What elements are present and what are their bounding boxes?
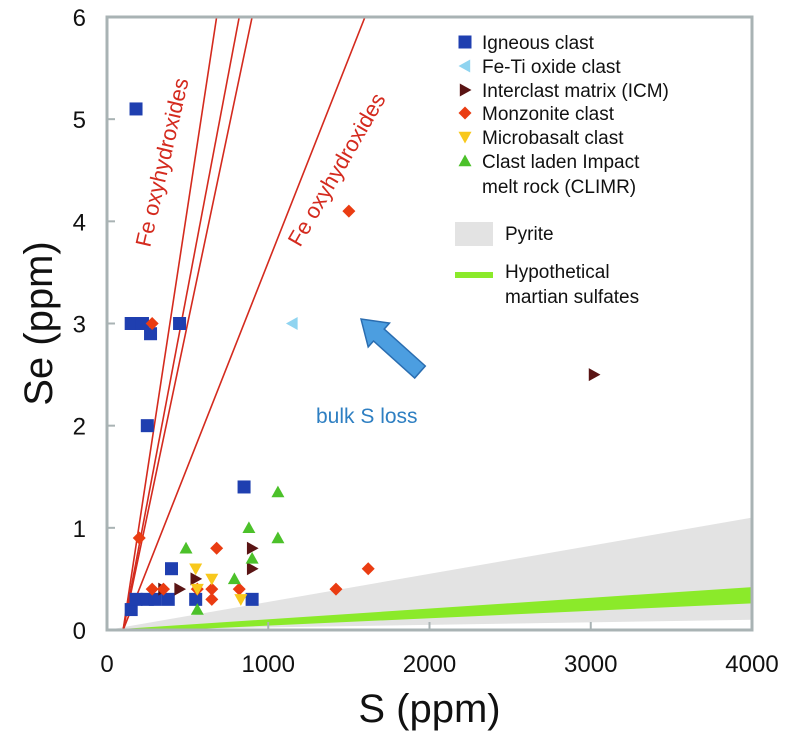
legend-swatch-sulfates xyxy=(455,272,493,278)
data-point xyxy=(124,603,138,617)
data-point xyxy=(148,592,162,606)
data-point xyxy=(129,102,143,116)
legend-label: Interclast matrix (ICM) xyxy=(482,81,669,102)
data-point xyxy=(165,562,178,576)
legend-label: Monzonite clast xyxy=(482,104,615,125)
data-point xyxy=(246,541,259,555)
legend-marker xyxy=(458,35,472,49)
data-point xyxy=(271,485,285,498)
bulk-s-loss-label: bulk S loss xyxy=(316,405,418,428)
legend-marker xyxy=(459,83,472,97)
y-tick-label: 1 xyxy=(73,516,86,543)
fields-layer xyxy=(107,517,752,630)
data-point xyxy=(190,572,203,586)
fe-oxyhydroxide-lines xyxy=(122,17,366,630)
data-point xyxy=(145,582,159,596)
data-point xyxy=(237,480,251,494)
data-point xyxy=(227,572,241,585)
bulk-s-loss-arrow xyxy=(359,318,427,380)
data-point xyxy=(190,583,204,596)
y-tick-label: 6 xyxy=(73,5,86,32)
fe-oxyhydroxides-label-left: Fe oxyhydroxides xyxy=(131,75,194,249)
data-point xyxy=(285,317,298,330)
data-point xyxy=(234,594,248,606)
data-point xyxy=(245,551,259,564)
data-point xyxy=(145,317,159,330)
legend-marker xyxy=(458,59,471,73)
data-point xyxy=(173,317,187,330)
data-point xyxy=(156,582,170,596)
legend-marker xyxy=(458,131,472,144)
data-point xyxy=(129,592,143,606)
fe-oxyhydroxide-line-1 xyxy=(122,17,218,630)
data-point xyxy=(135,317,149,330)
data-point xyxy=(161,592,175,606)
data-point xyxy=(205,592,219,606)
axis-ticks: 0 1000 2000 3000 4000 0 1 2 3 4 5 6 xyxy=(73,5,779,678)
x-tick-label: 4000 xyxy=(725,651,778,678)
y-tick-label: 4 xyxy=(73,209,86,236)
legend-label: Igneous clast xyxy=(482,33,595,54)
legend-swatch-pyrite xyxy=(455,222,493,246)
data-point xyxy=(144,327,158,341)
data-point xyxy=(588,368,601,382)
x-tick-label: 0 xyxy=(100,651,113,678)
martian-sulfates-band xyxy=(107,587,752,630)
y-tick-label: 3 xyxy=(73,312,86,339)
data-point xyxy=(342,204,356,218)
data-point xyxy=(271,531,285,544)
legend-label: melt rock (CLIMR) xyxy=(482,177,636,198)
annotations-layer: Fe oxyhydroxides Fe oxyhydroxides bulk S… xyxy=(131,75,427,428)
legend-label: Microbasalt clast xyxy=(482,128,624,149)
y-axis-title: Se (ppm) xyxy=(17,241,61,406)
legend-label: Clast laden Impact xyxy=(482,152,640,173)
y-tick-label: 5 xyxy=(73,107,86,134)
data-point xyxy=(242,521,256,534)
x-axis-title: S (ppm) xyxy=(358,687,500,731)
data-point xyxy=(124,317,138,330)
data-point xyxy=(205,582,219,596)
data-point xyxy=(361,562,375,576)
data-points-layer xyxy=(124,102,601,617)
legend-label: Hypothetical xyxy=(505,262,610,283)
fe-oxyhydroxides-label-right: Fe oxyhydroxides xyxy=(283,89,391,251)
legend: Igneous clast Fe-Ti oxide clast Interclast… xyxy=(455,33,669,308)
x-tick-label: 3000 xyxy=(564,651,617,678)
fe-oxyhydroxide-line-4 xyxy=(122,17,366,630)
data-point xyxy=(232,582,246,596)
legend-label: Fe-Ti oxide clast xyxy=(482,57,621,78)
data-point xyxy=(140,419,154,433)
legend-marker xyxy=(458,106,472,120)
data-point xyxy=(190,603,204,615)
legend-label: martian sulfates xyxy=(505,287,639,308)
data-point xyxy=(174,582,187,596)
x-tick-label: 1000 xyxy=(242,651,295,678)
data-point xyxy=(179,541,193,554)
x-tick-label: 2000 xyxy=(403,651,456,678)
data-point xyxy=(132,531,146,545)
data-point xyxy=(329,582,343,596)
data-point xyxy=(189,592,203,606)
data-point xyxy=(189,563,203,576)
data-point xyxy=(245,592,259,606)
y-tick-label: 2 xyxy=(73,414,86,441)
legend-label: Pyrite xyxy=(505,224,554,245)
data-point xyxy=(210,541,224,555)
fe-oxyhydroxide-line-3 xyxy=(122,17,253,630)
data-point xyxy=(205,573,219,586)
legend-marker xyxy=(458,154,472,167)
data-point xyxy=(246,562,259,576)
y-tick-label: 0 xyxy=(73,618,86,645)
